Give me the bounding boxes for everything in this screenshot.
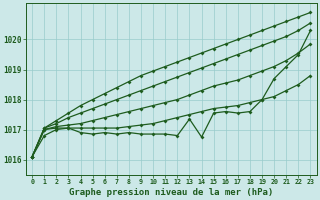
X-axis label: Graphe pression niveau de la mer (hPa): Graphe pression niveau de la mer (hPa) — [69, 188, 274, 197]
